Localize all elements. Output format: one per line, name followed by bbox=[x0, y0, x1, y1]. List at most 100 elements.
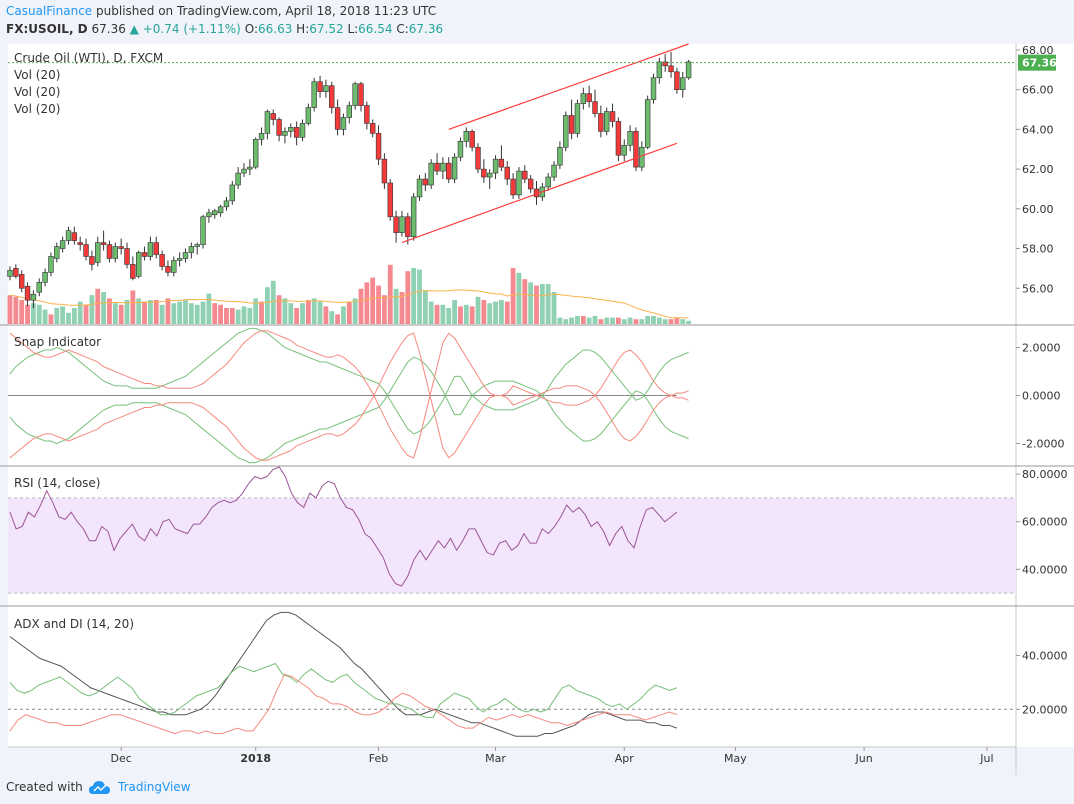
candle-body bbox=[387, 182, 393, 218]
candle-body bbox=[580, 93, 587, 104]
candle-body bbox=[124, 248, 130, 265]
candle-body bbox=[551, 164, 557, 178]
volume-bar bbox=[346, 301, 352, 324]
candle-body bbox=[393, 216, 399, 233]
volume-bar bbox=[627, 317, 633, 324]
volume-bar bbox=[545, 284, 551, 324]
ohlc-open-label: O: bbox=[244, 22, 258, 36]
candle-body bbox=[644, 99, 651, 148]
candle-body bbox=[258, 133, 265, 140]
candle-body bbox=[264, 111, 271, 134]
price-tick-label-3: 62.00 bbox=[1022, 163, 1054, 176]
candle-body bbox=[574, 103, 581, 134]
volume-bar bbox=[393, 288, 399, 324]
price-tick-label-2: 64.00 bbox=[1022, 123, 1054, 136]
volume-bar bbox=[300, 303, 305, 324]
snap-title: Snap Indicator bbox=[14, 335, 101, 349]
time-tick-label-3: Mar bbox=[485, 752, 506, 765]
volume-bar bbox=[504, 301, 510, 324]
volume-bar bbox=[621, 319, 627, 324]
volume-bar bbox=[25, 304, 30, 324]
candle-body bbox=[405, 216, 411, 237]
volume-bar bbox=[604, 317, 610, 324]
di-minus-line bbox=[9, 673, 678, 735]
volume-bar bbox=[276, 295, 282, 324]
snap-green-upper bbox=[9, 327, 689, 435]
author-link[interactable]: CasualFinance bbox=[6, 4, 93, 18]
candle-body bbox=[627, 131, 633, 146]
volume-bar bbox=[136, 298, 142, 324]
price-change: +0.74 (+1.11%) bbox=[142, 22, 241, 36]
candle-body bbox=[229, 184, 235, 202]
candle-body bbox=[176, 258, 183, 261]
volume-bar bbox=[569, 317, 574, 324]
volume-bar bbox=[575, 316, 580, 324]
volume-bar bbox=[633, 319, 639, 324]
volume-bar bbox=[247, 308, 253, 324]
last-price-tag bbox=[1018, 54, 1056, 71]
volume-bar bbox=[270, 280, 276, 324]
candle-body bbox=[609, 111, 616, 122]
time-tick-label-0: Dec bbox=[111, 752, 132, 765]
volume-bar bbox=[112, 303, 118, 324]
candle-body bbox=[446, 162, 452, 180]
volume-bar bbox=[422, 290, 428, 324]
candle-body bbox=[217, 206, 224, 214]
volume-bar bbox=[259, 301, 264, 324]
volume-bar bbox=[686, 320, 691, 324]
candle-body bbox=[106, 244, 113, 259]
candle-body bbox=[615, 121, 622, 156]
time-tick-label-1: 2018 bbox=[240, 752, 271, 765]
volume-bar bbox=[592, 316, 598, 324]
volume-bar bbox=[405, 271, 411, 324]
candle-body bbox=[510, 178, 516, 196]
volume-bar bbox=[317, 301, 323, 324]
candle-body bbox=[293, 127, 300, 138]
candle-body bbox=[563, 115, 569, 148]
candle-body bbox=[621, 144, 627, 156]
candle-body bbox=[223, 200, 230, 208]
volume-bar bbox=[42, 309, 48, 324]
price-tick-label-6: 56.00 bbox=[1022, 282, 1054, 295]
volume-bar bbox=[153, 300, 159, 324]
candle-body bbox=[346, 105, 352, 118]
volume-bar bbox=[159, 304, 165, 324]
volume-bar bbox=[516, 272, 522, 324]
volume-bar bbox=[71, 308, 77, 324]
candle-body bbox=[381, 158, 388, 184]
candle-body bbox=[662, 61, 668, 67]
volume-bar bbox=[229, 308, 235, 324]
candle-body bbox=[557, 146, 563, 166]
chart-canvas[interactable]: 68.00 66.00 64.00 62.00 60.00 58.00 56.00 67.36… bbox=[0, 0, 1074, 775]
volume-bar bbox=[265, 287, 270, 324]
candle-body bbox=[410, 196, 417, 237]
candle-body bbox=[545, 176, 551, 188]
candle-body bbox=[399, 216, 405, 233]
volume-bar bbox=[499, 300, 504, 324]
volume-bar bbox=[183, 300, 188, 324]
price-tick-label-4: 60.00 bbox=[1022, 203, 1054, 216]
candle-body bbox=[568, 115, 575, 134]
candle-body bbox=[527, 178, 534, 190]
volume-bar bbox=[83, 304, 89, 324]
candle-body bbox=[340, 117, 347, 130]
candle-body bbox=[434, 162, 440, 172]
volume-bar bbox=[148, 300, 153, 324]
ohlc-close-label: C: bbox=[396, 22, 409, 36]
symbol-ticker[interactable]: FX:USOIL, D bbox=[6, 22, 88, 36]
candle-body bbox=[200, 216, 206, 245]
channel-upper-line bbox=[448, 43, 689, 130]
rsi-line bbox=[9, 466, 678, 587]
volume-bar bbox=[341, 306, 346, 324]
volume-bar bbox=[305, 300, 311, 324]
candle-body bbox=[492, 158, 499, 174]
volume-bar bbox=[66, 312, 71, 324]
candle-body bbox=[504, 166, 510, 180]
volume-bar bbox=[335, 314, 340, 324]
tradingview-link[interactable]: TradingView bbox=[118, 780, 191, 794]
candle-body bbox=[486, 172, 493, 178]
snap-tick-label-2: -2.0000 bbox=[1022, 437, 1064, 450]
candle-body bbox=[89, 256, 95, 265]
candle-body bbox=[59, 240, 66, 249]
volume-bar bbox=[282, 298, 288, 324]
